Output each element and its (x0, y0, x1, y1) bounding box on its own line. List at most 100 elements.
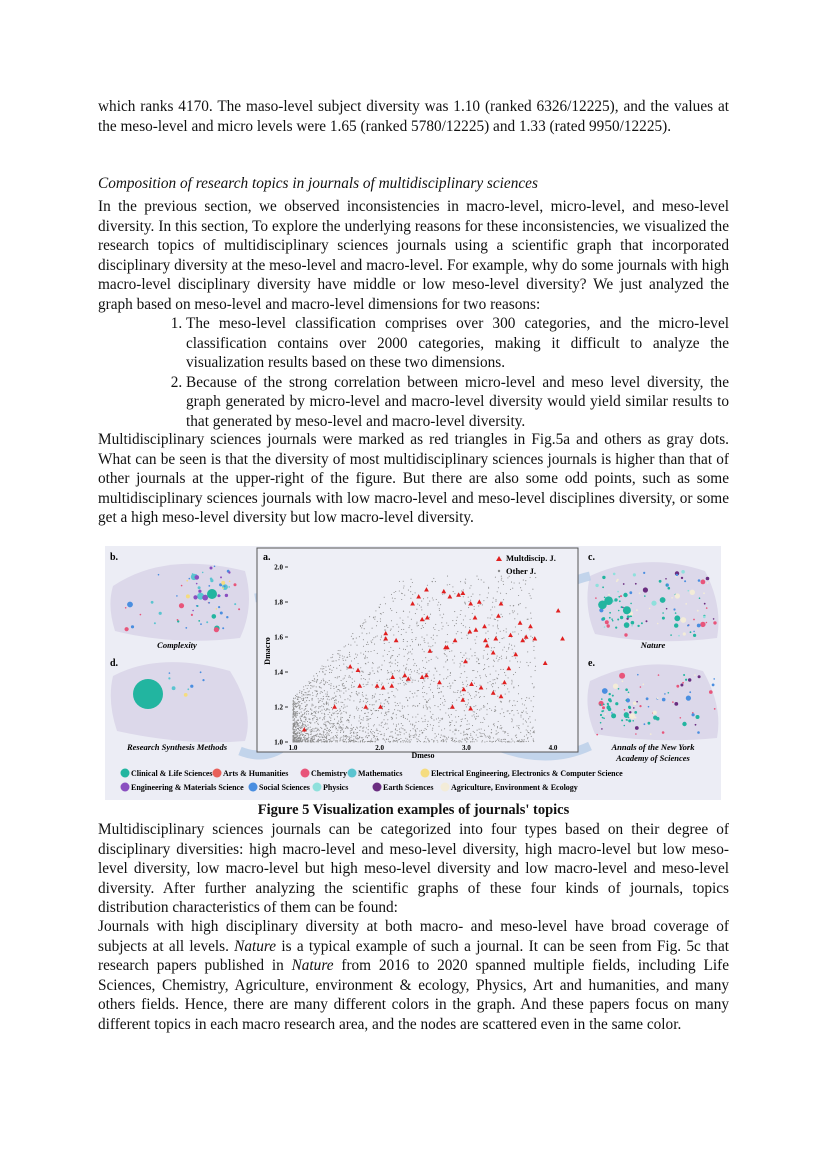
other-journal-dot (518, 594, 520, 597)
category-swatch-icon (300, 768, 310, 778)
other-journal-dot (388, 703, 390, 705)
topic-node (680, 617, 687, 623)
other-journal-dot (301, 708, 303, 710)
other-journal-dot (365, 736, 367, 738)
category-label: Earth Sciences (383, 783, 433, 792)
multidisciplinary-journal-marker (452, 637, 458, 643)
other-journal-dot (328, 729, 330, 731)
other-journal-dot (396, 669, 398, 672)
other-journal-dot (295, 722, 297, 724)
other-journal-dot (417, 603, 419, 605)
topic-node (672, 701, 674, 703)
other-journal-dot (346, 727, 348, 729)
other-journal-dot (487, 617, 489, 619)
other-journal-dot (427, 720, 429, 722)
other-journal-dot (337, 712, 339, 714)
other-journal-dot (467, 633, 470, 635)
other-journal-dot (374, 710, 376, 712)
topic-node (226, 616, 229, 619)
other-journal-dot (407, 714, 409, 716)
other-journal-dot (373, 736, 375, 738)
other-journal-dot (379, 693, 381, 696)
other-journal-dot (437, 706, 439, 708)
other-journal-dot (434, 705, 436, 707)
topic-node (130, 625, 135, 629)
other-journal-dot (513, 674, 515, 676)
other-journal-dot (489, 673, 491, 675)
other-journal-dot (460, 622, 462, 624)
other-journal-dot (332, 697, 335, 699)
other-journal-dot (311, 698, 313, 700)
other-journal-dot (296, 733, 298, 735)
other-journal-dot (312, 680, 314, 682)
other-journal-dot (424, 719, 426, 721)
other-journal-dot (346, 668, 348, 670)
other-journal-dot (424, 619, 426, 621)
other-journal-dot (403, 706, 405, 708)
other-journal-dot (296, 725, 298, 728)
other-journal-dot (387, 626, 389, 628)
other-journal-dot (362, 700, 364, 702)
other-journal-dot (390, 671, 392, 673)
other-journal-dot (405, 669, 407, 671)
other-journal-dot (343, 677, 345, 679)
other-journal-dot (380, 636, 382, 638)
other-journal-dot (366, 633, 368, 635)
other-journal-dot (424, 691, 426, 694)
other-journal-dot (462, 625, 464, 627)
multidisciplinary-journal-marker (467, 629, 473, 634)
other-journal-dot (383, 706, 385, 708)
other-journal-dot (308, 713, 310, 715)
other-journal-dot (483, 600, 485, 602)
panel-title-e-line1: Annals of the New York (611, 742, 696, 752)
topic-node (695, 715, 700, 719)
other-journal-dot (331, 669, 333, 671)
other-journal-dot (524, 699, 527, 702)
other-journal-dot (473, 669, 475, 672)
other-journal-dot (313, 678, 315, 680)
other-journal-dot (450, 685, 452, 687)
other-journal-dot (335, 696, 337, 698)
other-journal-dot (392, 600, 394, 602)
other-journal-dot (311, 703, 313, 705)
other-journal-dot (353, 685, 355, 688)
other-journal-dot (422, 691, 424, 694)
category-swatch-icon (248, 782, 258, 792)
other-journal-dot (377, 716, 379, 718)
other-journal-dot (293, 715, 295, 717)
topic-node (661, 731, 665, 734)
other-journal-dot (505, 674, 507, 676)
other-journal-dot (360, 710, 363, 712)
other-journal-dot (423, 685, 425, 688)
topic-node (124, 627, 129, 632)
other-journal-dot (337, 729, 339, 731)
other-journal-dot (404, 594, 406, 596)
other-journal-dot (433, 719, 435, 721)
other-journal-dot (303, 689, 305, 691)
other-journal-dot (378, 698, 380, 701)
other-journal-dot (464, 602, 466, 604)
other-journal-dot (383, 640, 385, 642)
other-journal-dot (310, 737, 312, 739)
topic-node (190, 613, 193, 616)
other-journal-dot (306, 737, 308, 740)
other-journal-dot (508, 691, 510, 693)
other-journal-dot (338, 726, 340, 728)
other-journal-dot (533, 732, 535, 734)
other-journal-dot (341, 683, 343, 685)
other-journal-dot (309, 726, 311, 728)
other-journal-dot (438, 629, 440, 632)
topic-node (612, 683, 619, 689)
other-journal-dot (419, 741, 421, 743)
other-journal-dot (394, 598, 396, 600)
other-journal-dot (457, 690, 459, 692)
other-journal-dot (369, 673, 371, 675)
topic-node (670, 634, 672, 636)
other-journal-dot (442, 593, 444, 595)
other-journal-dot (315, 673, 317, 675)
other-journal-dot (429, 724, 431, 726)
other-journal-dot (380, 725, 382, 727)
other-journal-dot (490, 609, 492, 611)
topic-node (644, 595, 646, 597)
other-journal-dot (530, 617, 532, 619)
